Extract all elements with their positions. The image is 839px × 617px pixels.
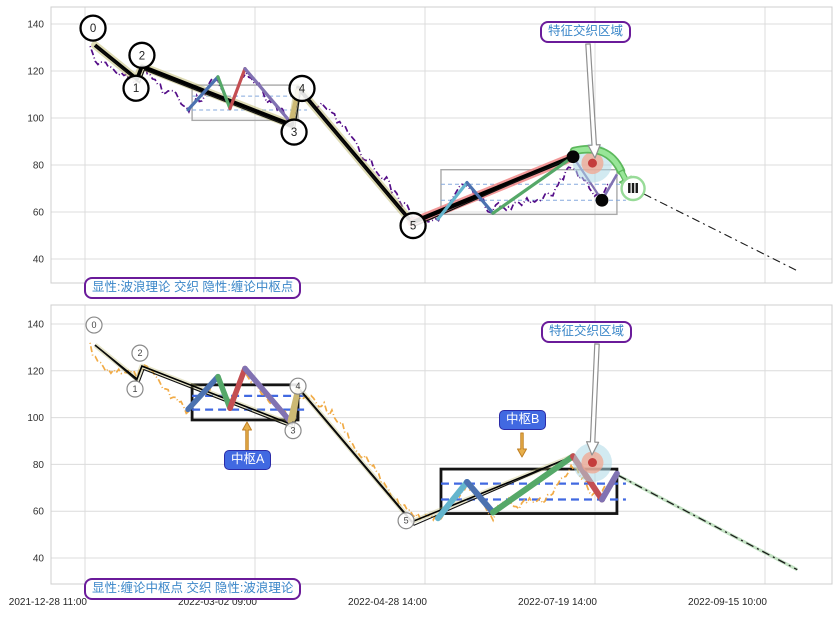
y-tick-label: 60 [33,208,45,219]
projection-line [618,474,799,572]
wave-point-number: 0 [90,23,96,35]
feature-zone-label-top: 特征交织区域 [540,21,632,43]
top-chart-panel: 140 120 100 80 60 40 Ⅲ 0 1 2 3 4 5 [27,6,833,284]
wave-point-circle-4 [288,74,316,103]
wave-point-number: 3 [291,426,296,436]
wave-point-number: 5 [404,516,409,526]
wave-point-number: 0 [92,320,97,330]
x-tick-label: 2022-07-19 14:00 [518,597,597,608]
y-tick-label: 140 [27,20,44,31]
wave-point-circle-4 [289,377,307,395]
wave-point-circle-3 [284,422,302,440]
zigzag-segments [185,365,620,522]
y-tick-label: 80 [33,161,45,172]
peak-dot [566,150,580,164]
wave-number-markers: 0 1 2 3 4 5 [85,316,415,530]
legend-bottom: 显性:缠论中枢点 交织 隐性:波浪理论 [84,578,302,600]
pivot-box-b [440,168,618,216]
wave-point-number: 4 [296,381,301,391]
feature-zone-arrow [585,43,601,159]
wave-point-circle-5 [399,211,427,240]
feature-zone-label-bottom: 特征交织区域 [541,321,633,343]
wave-point-number: 1 [133,83,139,95]
y-tick-label: 120 [27,366,44,377]
x-tick-label: 2022-09-15 10:00 [688,597,767,608]
wave-point-number: 3 [291,127,297,139]
wave-point-number: 2 [139,50,145,62]
y-tick-label: 40 [33,554,45,565]
wave-point-circle-5 [397,512,415,530]
wave-number-markers: 0 1 2 3 4 5 [79,14,427,240]
roman-three-label: Ⅲ [627,181,639,196]
wave-point-circle-1 [122,74,150,102]
confirm-dot [595,193,609,207]
price-line [89,342,611,523]
x-tick-label: 2022-04-28 14:00 [348,597,427,608]
wave-point-circle-0 [85,316,103,334]
wave-point-circle-1 [126,380,144,398]
wave-point-number: 1 [133,384,138,394]
y-tick-label: 60 [33,507,45,518]
feature-zone-target [572,443,612,483]
pivot-b-label: 中枢B [499,410,547,430]
x-tick-label: 2022-03-02 09:00 [178,597,257,608]
y-tick-label: 40 [33,255,45,266]
y-tick-label: 120 [27,67,44,78]
wave-point-number: 5 [410,221,416,233]
legend-top: 显性:波浪理论 交织 隐性:缠论中枢点 [84,277,302,299]
y-tick-label: 80 [33,460,45,471]
x-tick-label: 2021-12-28 11:00 [9,597,88,608]
wave-terminal-markers: Ⅲ [566,145,646,207]
y-tick-label: 140 [27,320,44,331]
feature-zone-arrow [585,343,600,456]
wave-point-circle-2 [128,41,156,69]
wave-point-circle-3 [280,118,308,146]
projection-line [643,193,798,272]
wave-point-number: 4 [299,83,306,95]
wave-lines [91,41,578,228]
pivot-a-arrow [242,421,252,452]
pivot-box-b [439,467,619,515]
pivot-zones [191,84,626,216]
wave-point-circle-0 [79,14,107,42]
wave-point-number: 2 [137,348,142,358]
pivot-a-label: 中枢A [224,450,272,470]
y-tick-label: 100 [27,413,44,424]
roman-three-marker [620,175,646,202]
pivot-b-arrow [517,432,527,458]
wave-point-circle-2 [131,344,149,362]
price-line [89,45,611,223]
price [89,342,611,523]
wave-lines [93,343,575,526]
price [89,45,611,223]
y-tick-label: 100 [27,114,44,125]
